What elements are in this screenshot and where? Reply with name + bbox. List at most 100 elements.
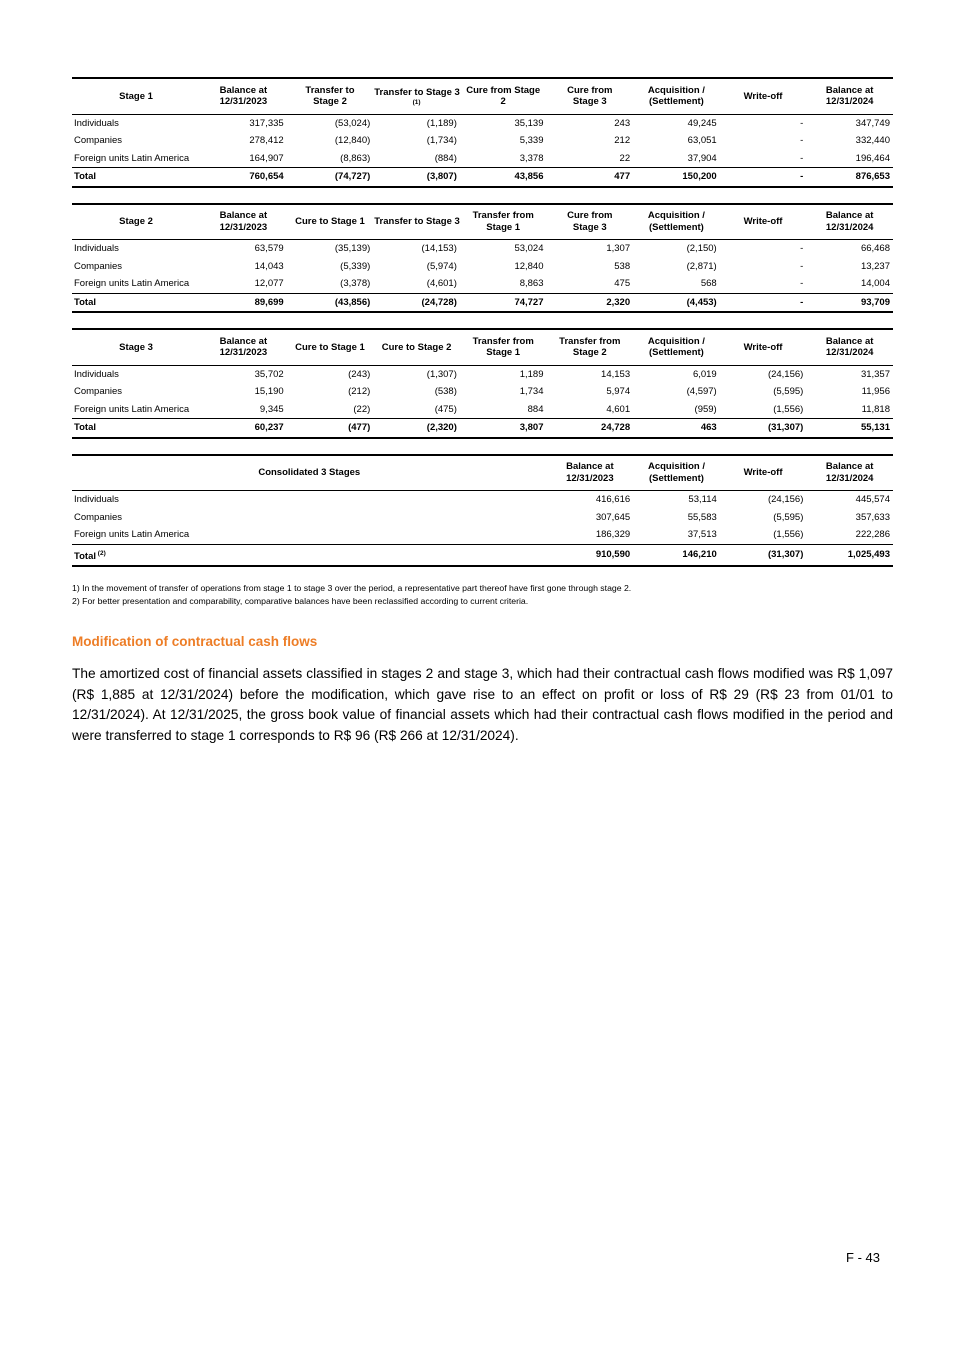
column-header: Cure from Stage 3 bbox=[546, 78, 634, 115]
cell-value: 186,329 bbox=[595, 529, 631, 540]
header-row: Stage 3 Balance at 12/31/2023 Cure to Stag… bbox=[72, 329, 893, 366]
row-label: Companies bbox=[74, 260, 123, 272]
column-header: Cure from Stage 2 bbox=[459, 78, 547, 115]
cell-value: 11,956 bbox=[861, 386, 890, 397]
stage-3-table: Stage 3 Balance at 12/31/2023 Cure to Stag… bbox=[72, 328, 893, 439]
cell-value: 876,653 bbox=[806, 167, 893, 187]
cell-value: 55,131 bbox=[806, 418, 893, 438]
column-header: Cure to Stage 1 bbox=[286, 203, 374, 240]
cell-value: (2,871) bbox=[686, 260, 717, 272]
row-label: Individuals bbox=[74, 494, 119, 505]
column-header: Transfer to Stage 3 (1) bbox=[373, 78, 460, 115]
cell-value: 307,645 bbox=[595, 511, 631, 523]
cell-value: 463 bbox=[633, 418, 720, 438]
cell-value: - bbox=[800, 135, 804, 146]
cell-value: 53,114 bbox=[688, 494, 717, 505]
stage-1-table: Stage 1 Balance at 12/31/2023 Transfer to … bbox=[72, 77, 893, 188]
cell-value: (959) bbox=[694, 403, 717, 415]
cell-value: 12,077 bbox=[254, 278, 284, 289]
table-row: Individuals 35,702 (243) (1,307) 1,189 14,153… bbox=[72, 365, 893, 383]
cell-value: (1,307) bbox=[426, 368, 457, 380]
cell-value: - bbox=[719, 167, 807, 187]
table-row: Individuals 416,616 53,114 (24,156) 445,574 bbox=[72, 491, 893, 509]
cell-value: 93,709 bbox=[806, 292, 893, 312]
cell-value: 8,863 bbox=[519, 278, 544, 289]
table-row: Foreign units Latin America 164,907 (8,863… bbox=[72, 150, 893, 168]
cell-value: 35,139 bbox=[514, 117, 544, 129]
table-title: Stage 2 bbox=[72, 203, 201, 240]
column-header: Balance at 12/31/2024 bbox=[806, 78, 893, 115]
cell-value: 475 bbox=[614, 278, 631, 289]
cell-value: 347,749 bbox=[855, 117, 890, 129]
row-label: Individuals bbox=[74, 368, 119, 380]
column-header: Balance at 12/31/2024 bbox=[806, 203, 893, 240]
cell-value: 31,357 bbox=[860, 368, 890, 380]
cell-value: 1,025,493 bbox=[806, 543, 893, 567]
cell-value: (53,024) bbox=[334, 117, 371, 129]
cell-value: 3,807 bbox=[459, 418, 547, 438]
column-header: Write-off bbox=[719, 78, 807, 115]
row-label: Individuals bbox=[74, 117, 119, 129]
row-label: Companies bbox=[74, 386, 123, 397]
header-row: Stage 2 Balance at 12/31/2023 Cure to Stag… bbox=[72, 203, 893, 240]
column-header: Balance at 12/31/2023 bbox=[200, 78, 287, 115]
cell-value: 222,286 bbox=[855, 529, 890, 540]
cell-value: 43,856 bbox=[459, 167, 547, 187]
row-label: Total (2) bbox=[72, 543, 547, 567]
table-row: Foreign units Latin America 12,077 (3,378)… bbox=[72, 275, 893, 293]
total-row: Total 760,654 (74,727) (3,807) 43,856 477 150,… bbox=[72, 167, 893, 187]
cell-value: (2,320) bbox=[373, 418, 460, 438]
cell-value: 146,210 bbox=[633, 543, 720, 567]
row-label: Foreign units Latin America bbox=[74, 152, 190, 164]
cell-value: 22 bbox=[619, 152, 631, 164]
cell-value: 212 bbox=[614, 135, 631, 146]
table-row: Foreign units Latin America 9,345 (22) (475… bbox=[72, 401, 893, 419]
section-heading: Modification of contractual cash flows bbox=[72, 634, 318, 650]
cell-value: 35,702 bbox=[254, 368, 284, 380]
cell-value: 60,237 bbox=[200, 418, 287, 438]
cell-value: 760,654 bbox=[200, 167, 287, 187]
table-title: Consolidated 3 Stages bbox=[72, 454, 547, 491]
cell-value: 4,601 bbox=[606, 403, 631, 415]
table-title: Stage 3 bbox=[72, 329, 201, 366]
cell-value: 37,513 bbox=[687, 529, 717, 540]
cell-value: 14,043 bbox=[254, 260, 284, 272]
cell-value: 357,633 bbox=[855, 511, 890, 523]
cell-value: 6,019 bbox=[692, 368, 717, 380]
column-header: Write-off bbox=[719, 329, 807, 366]
row-label: Companies bbox=[74, 135, 123, 146]
cell-value: 278,412 bbox=[249, 135, 284, 146]
cell-value: (31,307) bbox=[719, 543, 807, 567]
cell-value: - bbox=[719, 292, 807, 312]
column-header: Transfer to Stage 3 bbox=[373, 203, 460, 240]
cell-value: (1,734) bbox=[426, 135, 457, 146]
cell-value: 66,468 bbox=[860, 243, 890, 254]
column-header: Write-off bbox=[719, 203, 807, 240]
cell-value: (35,139) bbox=[334, 243, 371, 254]
cell-value: 37,904 bbox=[687, 152, 717, 164]
cell-value: (5,595) bbox=[773, 386, 804, 397]
total-row: Total 89,699 (43,856) (24,728) 74,727 2,320 (4… bbox=[72, 292, 893, 312]
cell-value: (1,556) bbox=[773, 529, 804, 540]
column-header: Transfer from Stage 1 bbox=[459, 329, 547, 366]
table-row: Companies 15,190 (212) (538) 1,734 5,974 (4,59… bbox=[72, 383, 893, 401]
cell-value: (3,807) bbox=[373, 167, 460, 187]
cell-value: (2,150) bbox=[686, 243, 717, 254]
cell-value: (24,156) bbox=[767, 368, 804, 380]
cell-value: - bbox=[800, 152, 804, 164]
header-row: Consolidated 3 Stages Balance at 12/31/20… bbox=[72, 454, 893, 491]
cell-value: (22) bbox=[353, 403, 371, 415]
cell-value: - bbox=[800, 260, 804, 272]
row-label: Foreign units Latin America bbox=[74, 403, 190, 415]
cell-value: - bbox=[800, 243, 804, 254]
cell-value: (5,974) bbox=[426, 260, 457, 272]
cell-value: - bbox=[800, 278, 804, 289]
table-row: Individuals 63,579 (35,139) (14,153) 53,024 1… bbox=[72, 240, 893, 258]
cell-value: (3,378) bbox=[340, 278, 371, 289]
column-header: Balance at 12/31/2024 bbox=[806, 454, 893, 491]
cell-value: (4,597) bbox=[686, 386, 717, 397]
cell-value: (4,453) bbox=[633, 292, 720, 312]
cell-value: 15,190 bbox=[254, 386, 284, 397]
column-header: Acquisition / (Settlement) bbox=[633, 329, 720, 366]
total-row: Total (2) 910,590 146,210 (31,307) 1,025,493 bbox=[72, 543, 893, 567]
